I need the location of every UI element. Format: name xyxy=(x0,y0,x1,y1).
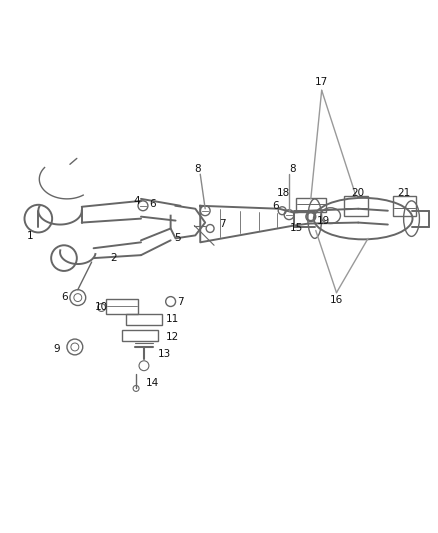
Text: 10: 10 xyxy=(95,302,108,312)
Text: 12: 12 xyxy=(166,332,179,342)
Text: 16: 16 xyxy=(330,295,343,304)
Text: 14: 14 xyxy=(146,378,159,389)
Text: 20: 20 xyxy=(352,188,365,198)
Text: 5: 5 xyxy=(174,233,181,244)
Text: 6: 6 xyxy=(149,199,156,209)
Text: 15: 15 xyxy=(290,223,303,233)
Text: 7: 7 xyxy=(177,296,184,306)
Text: 11: 11 xyxy=(166,314,179,324)
Text: 4: 4 xyxy=(134,196,140,206)
Text: 1: 1 xyxy=(27,231,34,241)
Text: 21: 21 xyxy=(397,188,410,198)
Text: 2: 2 xyxy=(110,253,117,263)
Text: 13: 13 xyxy=(158,349,171,359)
Text: 7: 7 xyxy=(219,219,225,229)
Text: 18: 18 xyxy=(276,188,290,198)
Text: 6: 6 xyxy=(62,292,68,302)
Text: 8: 8 xyxy=(290,164,297,174)
Text: 17: 17 xyxy=(315,77,328,87)
Text: 6: 6 xyxy=(272,201,279,211)
Text: 9: 9 xyxy=(54,344,60,354)
Text: 19: 19 xyxy=(317,215,330,225)
Text: 8: 8 xyxy=(194,164,201,174)
